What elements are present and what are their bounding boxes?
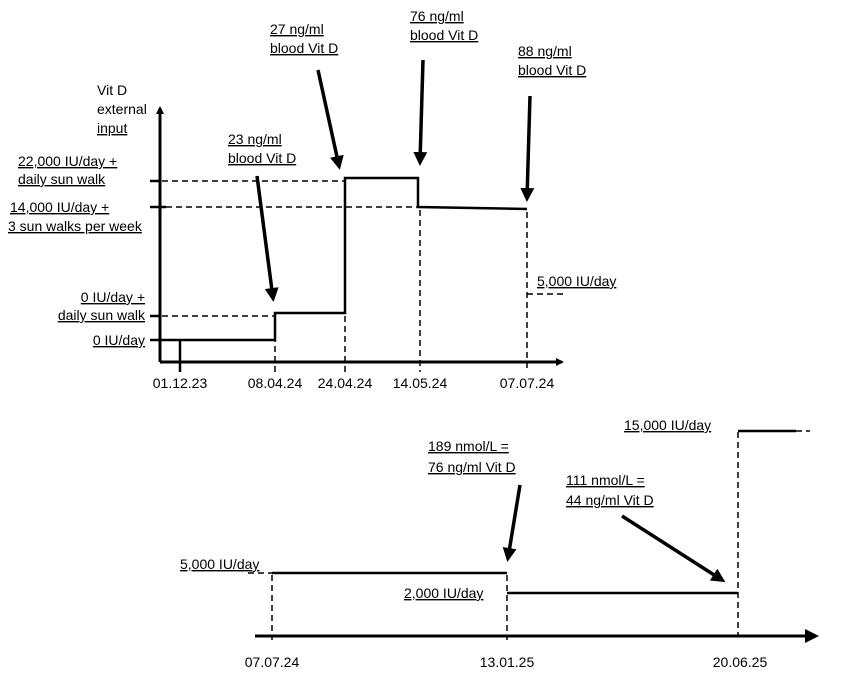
annotation-arrow	[413, 59, 428, 166]
annotation-label: 111 nmol/L =	[566, 472, 645, 488]
x-tick-label: 01.12.23	[153, 375, 208, 391]
y-axis-label-2: external	[97, 101, 147, 117]
y-level-label: 22,000 IU/day +	[18, 153, 117, 169]
annotation-label: blood Vit D	[518, 62, 586, 78]
intake-step-line	[160, 176, 528, 342]
annotation-label: blood Vit D	[410, 27, 478, 43]
y-axis-label-3: input	[97, 120, 127, 136]
top-chart: Vit D external input 0 IU/day 0 IU/day +…	[8, 8, 616, 391]
x-tick-label: 08.04.24	[248, 375, 303, 391]
y-level-label: daily sun walk	[58, 307, 146, 323]
y-level-label: 14,000 IU/day +	[10, 199, 109, 215]
annotation-label: 76 ng/ml Vit D	[428, 459, 516, 475]
annotation-label: 44 ng/ml Vit D	[566, 492, 654, 508]
bottom-chart: 5,000 IU/day 2,000 IU/day 15,000 IU/day …	[180, 417, 819, 670]
annotation-arrow	[255, 175, 279, 302]
level-label: 5,000 IU/day	[180, 556, 259, 572]
y-axis-label-1: Vit D	[97, 82, 127, 98]
annotation-arrow	[502, 484, 522, 562]
after-note-label: 5,000 IU/day	[537, 273, 616, 289]
y-level-label: 0 IU/day +	[81, 289, 145, 305]
annotation-label: blood Vit D	[270, 40, 338, 56]
annotation-arrow	[621, 514, 726, 583]
annotation-arrow	[316, 69, 344, 170]
level-label: 2,000 IU/day	[404, 585, 483, 601]
annotation-label: 27 ng/ml	[270, 21, 324, 37]
annotation-label: 189 nmol/L =	[428, 438, 509, 454]
x-tick-label: 20.06.25	[713, 654, 768, 670]
x-tick-label: 14.05.24	[393, 375, 448, 391]
x-tick-label: 07.07.24	[500, 375, 555, 391]
y-level-label: 3 sun walks per week	[8, 218, 143, 234]
y-level-label: daily sun walk	[18, 171, 106, 187]
x-tick-label: 13.01.25	[480, 654, 535, 670]
level-label: 15,000 IU/day	[624, 417, 711, 433]
annotation-label: blood Vit D	[228, 150, 296, 166]
annotation-label: 88 ng/ml	[518, 43, 572, 59]
annotation-label: 23 ng/ml	[228, 131, 282, 147]
x-tick-label: 07.07.24	[245, 654, 300, 670]
annotation-label: 76 ng/ml	[410, 8, 464, 24]
x-tick-label: 24.04.24	[318, 375, 373, 391]
annotation-arrow	[520, 95, 535, 202]
y-level-label: 0 IU/day	[93, 332, 145, 348]
